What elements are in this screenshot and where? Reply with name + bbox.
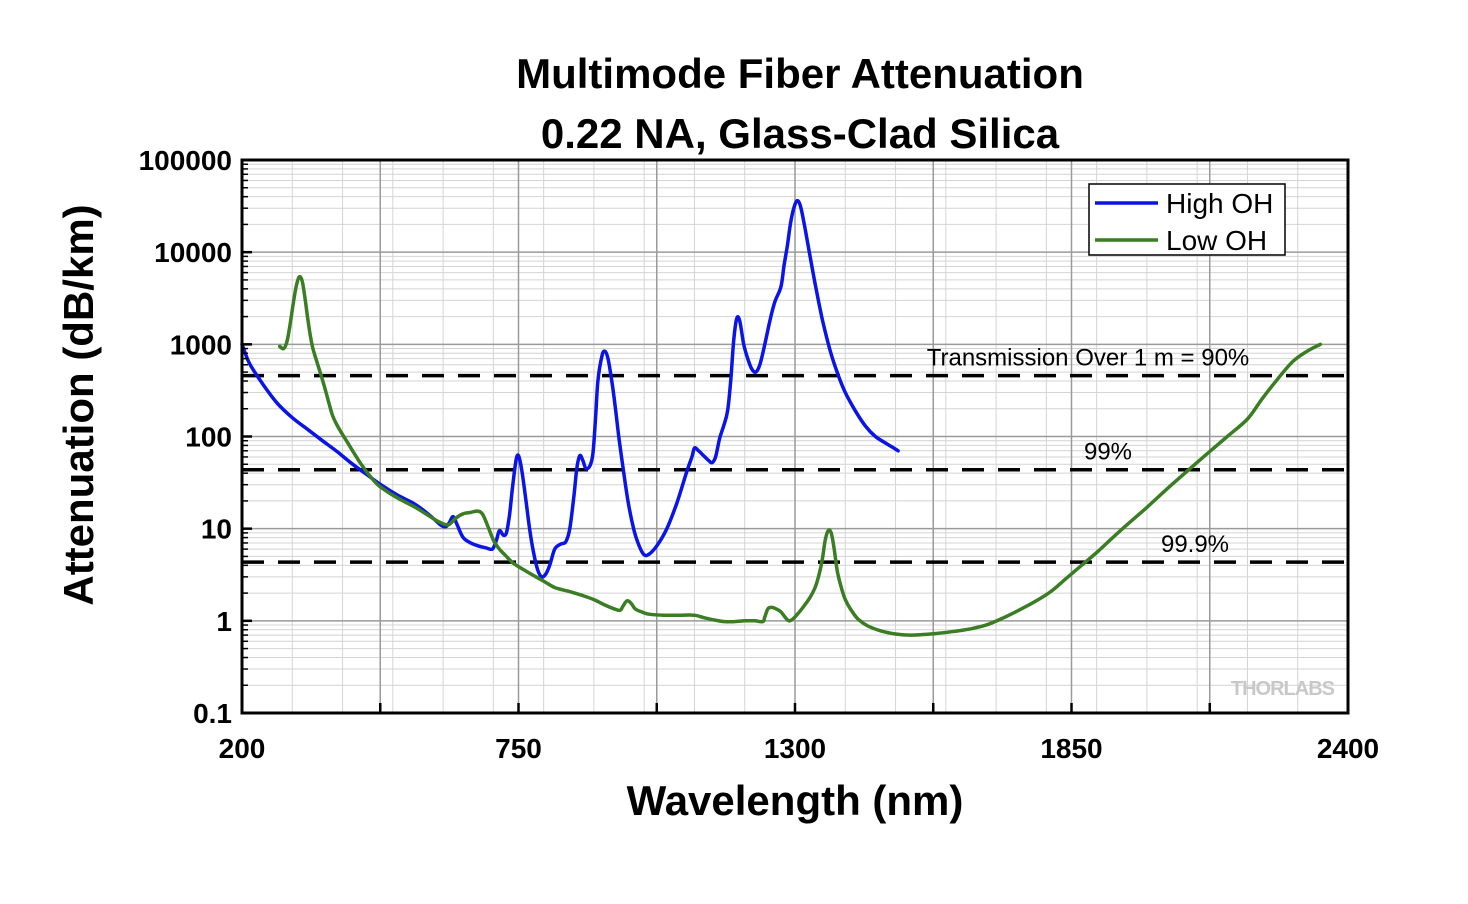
chart-title: Multimode Fiber Attenuation 0.22 NA, Gla… xyxy=(516,50,1084,157)
x-tick-label: 1850 xyxy=(1040,733,1102,764)
y-tick-label: 0.1 xyxy=(193,698,232,729)
y-tick-label: 1 xyxy=(216,606,232,637)
reference-line-label: Transmission Over 1 m = 90% xyxy=(927,345,1250,372)
data-series xyxy=(240,198,1323,637)
thorlabs-logo: THORLABS xyxy=(1231,678,1335,700)
x-tick-label: 2400 xyxy=(1317,733,1379,764)
legend-box xyxy=(1088,183,1286,256)
series-low-oh-line xyxy=(277,274,1323,637)
y-axis-tick-labels: 0.1 1 10 100 1000 10000 100000 xyxy=(139,145,232,729)
y-tick-label: 100000 xyxy=(139,145,232,176)
y-axis-label: Attenuation (dB/km) xyxy=(55,204,102,605)
reference-line-label: 99% xyxy=(1084,439,1132,466)
thorlabs-watermark: THORLABS xyxy=(1231,678,1336,700)
x-tick-label: 200 xyxy=(219,733,266,764)
axis-ticks xyxy=(240,163,1350,715)
transmission-reference-lines: Transmission Over 1 m = 90% 99% 99.9% xyxy=(242,345,1348,564)
x-axis-label: Wavelength (nm) xyxy=(627,777,964,824)
reference-line-label: 99.9% xyxy=(1161,531,1229,558)
x-tick-label: 1300 xyxy=(764,733,826,764)
chart-legend: High OH Low OH xyxy=(1088,183,1286,256)
legend-label-low-oh: Low OH xyxy=(1166,225,1267,256)
x-axis-tick-labels: 200 750 1300 1850 2400 xyxy=(219,733,1380,764)
chart-title-line-1: Multimode Fiber Attenuation xyxy=(516,50,1084,97)
y-tick-label: 1000 xyxy=(170,329,232,360)
y-tick-label: 100 xyxy=(185,422,232,453)
x-tick-label: 750 xyxy=(495,733,542,764)
y-tick-label: 10 xyxy=(201,514,232,545)
legend-label-high-oh: High OH xyxy=(1166,188,1273,219)
y-tick-label: 10000 xyxy=(154,237,232,268)
chart-title-line-2: 0.22 NA, Glass-Clad Silica xyxy=(541,110,1060,157)
